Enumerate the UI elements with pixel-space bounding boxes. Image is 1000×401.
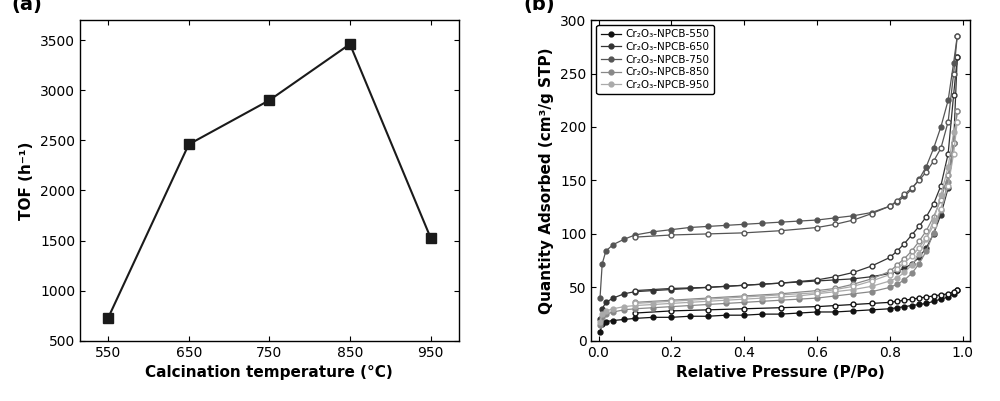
X-axis label: Relative Pressure (P/Po): Relative Pressure (P/Po) bbox=[676, 365, 885, 380]
Y-axis label: Quantity Adsorbed (cm³/g STP): Quantity Adsorbed (cm³/g STP) bbox=[539, 47, 554, 314]
Y-axis label: TOF (h⁻¹): TOF (h⁻¹) bbox=[19, 141, 34, 220]
Legend: Cr₂O₃-NPCB-550, Cr₂O₃-NPCB-650, Cr₂O₃-NPCB-750, Cr₂O₃-NPCB-850, Cr₂O₃-NPCB-950: Cr₂O₃-NPCB-550, Cr₂O₃-NPCB-650, Cr₂O₃-NP… bbox=[596, 25, 714, 94]
X-axis label: Calcination temperature (°C): Calcination temperature (°C) bbox=[145, 365, 393, 380]
Text: (a): (a) bbox=[12, 0, 43, 14]
Text: (b): (b) bbox=[523, 0, 555, 14]
